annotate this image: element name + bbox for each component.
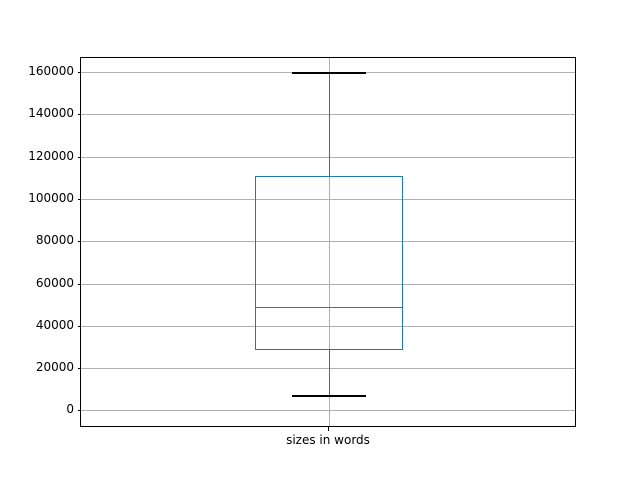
y-tick-label: 0 xyxy=(66,402,74,417)
gridline-horizontal xyxy=(81,199,575,201)
whisker-upper xyxy=(329,72,330,176)
y-tick-mark xyxy=(77,410,81,412)
y-tick-label: 100000 xyxy=(28,191,74,206)
x-axis-tick-label: sizes in words xyxy=(286,433,370,447)
plot-axes xyxy=(77,57,576,427)
gridline-horizontal xyxy=(81,410,575,412)
y-tick-label: 80000 xyxy=(35,233,74,248)
box-iqr xyxy=(254,175,404,351)
y-tick-mark xyxy=(77,199,81,201)
gridline-horizontal xyxy=(81,283,575,285)
y-tick-label: 160000 xyxy=(28,64,74,79)
y-tick-mark xyxy=(77,283,81,285)
y-tick-label: 60000 xyxy=(35,275,74,290)
gridline-horizontal xyxy=(81,114,575,116)
x-axis-tick-mark xyxy=(328,427,329,431)
median-line xyxy=(254,306,404,308)
y-axis-tick-labels: 0 20000 40000 60000 80000 100000 120000 140000 1… xyxy=(0,57,74,427)
gridline-horizontal xyxy=(81,156,575,158)
y-tick-label: 20000 xyxy=(35,360,74,375)
y-tick-label: 40000 xyxy=(35,317,74,332)
gridline-vertical xyxy=(329,58,330,426)
y-tick-mark xyxy=(77,368,81,370)
gridline-horizontal xyxy=(81,368,575,370)
cap-lower xyxy=(291,394,367,397)
y-tick-mark xyxy=(77,114,81,116)
y-tick-mark xyxy=(77,72,81,74)
gridline-horizontal xyxy=(81,325,575,327)
y-tick-label: 140000 xyxy=(28,106,74,121)
cap-upper xyxy=(291,72,367,75)
y-tick-mark xyxy=(77,156,81,158)
gridline-horizontal xyxy=(81,241,575,243)
y-tick-label: 120000 xyxy=(28,148,74,163)
whisker-lower xyxy=(329,350,330,395)
y-tick-mark xyxy=(77,241,81,243)
y-tick-mark xyxy=(77,325,81,327)
